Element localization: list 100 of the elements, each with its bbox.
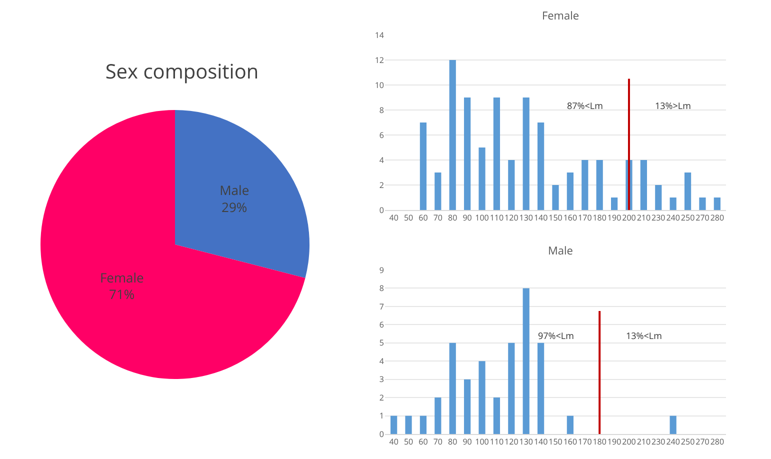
bar xyxy=(552,185,559,210)
x-tick-label: 200 xyxy=(622,212,636,224)
x-tick-label: 70 xyxy=(433,212,443,224)
x-tick-label: 120 xyxy=(504,436,519,448)
bar xyxy=(655,185,662,210)
x-tick-label: 160 xyxy=(563,436,578,448)
y-tick-label: 4 xyxy=(379,356,384,367)
chart-title: Sex composition xyxy=(105,57,259,84)
x-tick-label: 110 xyxy=(490,212,504,224)
bar xyxy=(537,122,544,210)
y-tick-label: 6 xyxy=(379,130,384,141)
y-tick-label: 3 xyxy=(379,374,384,386)
bar xyxy=(434,172,442,210)
x-tick-label: 240 xyxy=(666,212,680,224)
x-tick-label: 270 xyxy=(696,212,710,224)
bar xyxy=(670,416,676,434)
bar xyxy=(420,416,427,434)
bar xyxy=(610,198,618,210)
y-tick-label: 0 xyxy=(379,204,384,216)
y-tick-label: 10 xyxy=(374,80,384,91)
x-tick-label: 150 xyxy=(548,436,563,448)
x-tick-label: 100 xyxy=(475,436,490,448)
pie-slice xyxy=(175,110,310,278)
x-tick-label: 200 xyxy=(622,436,636,448)
y-tick-label: 8 xyxy=(379,104,384,116)
x-tick-label: 180 xyxy=(592,212,607,224)
bar xyxy=(493,398,500,434)
y-tick-label: 0 xyxy=(379,428,384,440)
x-tick-label: 60 xyxy=(418,436,428,448)
x-tick-label: 80 xyxy=(448,436,458,448)
bar xyxy=(478,361,486,434)
x-tick-label: 70 xyxy=(433,436,443,448)
x-tick-label: 190 xyxy=(607,436,622,448)
bar xyxy=(508,342,515,434)
bar xyxy=(596,160,603,210)
annotation: 87%<Lm xyxy=(567,99,603,112)
x-tick-label: 230 xyxy=(652,212,666,224)
y-tick-label: 7 xyxy=(379,301,384,312)
x-tick-label: 170 xyxy=(578,212,592,224)
y-tick-label: 2 xyxy=(379,180,384,191)
x-tick-label: 40 xyxy=(389,212,399,224)
slice-label: Female xyxy=(100,268,144,286)
x-tick-label: 80 xyxy=(448,212,458,224)
slice-label: Male xyxy=(220,181,250,199)
x-tick-label: 100 xyxy=(475,212,490,224)
y-tick-label: 14 xyxy=(374,30,384,41)
bar xyxy=(670,198,676,210)
bar xyxy=(640,160,647,210)
bar xyxy=(566,416,574,434)
x-tick-label: 120 xyxy=(504,212,519,224)
chart-title: Female xyxy=(542,8,580,24)
x-tick-label: 230 xyxy=(652,436,666,448)
bar xyxy=(449,342,456,434)
x-tick-label: 40 xyxy=(389,436,399,448)
x-tick-label: 240 xyxy=(666,436,680,448)
x-tick-label: 190 xyxy=(607,212,622,224)
x-tick-label: 50 xyxy=(404,212,414,224)
bar xyxy=(522,98,530,210)
y-tick-label: 9 xyxy=(379,264,384,276)
bar xyxy=(405,416,412,434)
bar xyxy=(582,160,588,210)
bar xyxy=(478,148,486,210)
y-tick-label: 2 xyxy=(379,392,384,404)
bar xyxy=(522,288,530,434)
bar xyxy=(434,398,442,434)
y-tick-label: 12 xyxy=(374,54,384,66)
chart-title: Male xyxy=(548,244,573,259)
x-tick-label: 110 xyxy=(490,436,504,448)
x-tick-label: 280 xyxy=(710,436,724,448)
bar xyxy=(390,416,398,434)
y-tick-label: 5 xyxy=(379,338,384,349)
bar xyxy=(508,160,515,210)
annotation: 97%<Lm xyxy=(538,329,574,342)
x-tick-label: 280 xyxy=(710,212,724,224)
y-tick-label: 8 xyxy=(379,283,384,294)
annotation: 13%>Lm xyxy=(655,99,691,112)
x-tick-label: 50 xyxy=(404,436,414,448)
bar xyxy=(566,172,574,210)
bar xyxy=(684,172,692,210)
x-tick-label: 150 xyxy=(548,212,563,224)
bar xyxy=(449,60,456,210)
x-tick-label: 250 xyxy=(680,436,696,448)
x-tick-label: 140 xyxy=(534,436,548,448)
y-tick-label: 1 xyxy=(379,410,384,422)
y-tick-label: 6 xyxy=(379,319,384,330)
bar xyxy=(464,98,471,210)
x-tick-label: 170 xyxy=(578,436,592,448)
x-tick-label: 250 xyxy=(680,212,696,224)
x-tick-label: 210 xyxy=(636,212,651,224)
x-tick-label: 180 xyxy=(592,436,607,448)
x-tick-label: 160 xyxy=(563,212,578,224)
bar xyxy=(714,198,720,210)
data-label: 29% xyxy=(222,198,248,216)
x-tick-label: 130 xyxy=(519,436,534,448)
bar xyxy=(699,198,706,210)
pie-slice xyxy=(40,110,306,379)
bar xyxy=(420,122,427,210)
x-tick-label: 270 xyxy=(696,436,710,448)
x-tick-label: 140 xyxy=(534,212,548,224)
x-tick-label: 210 xyxy=(636,436,651,448)
